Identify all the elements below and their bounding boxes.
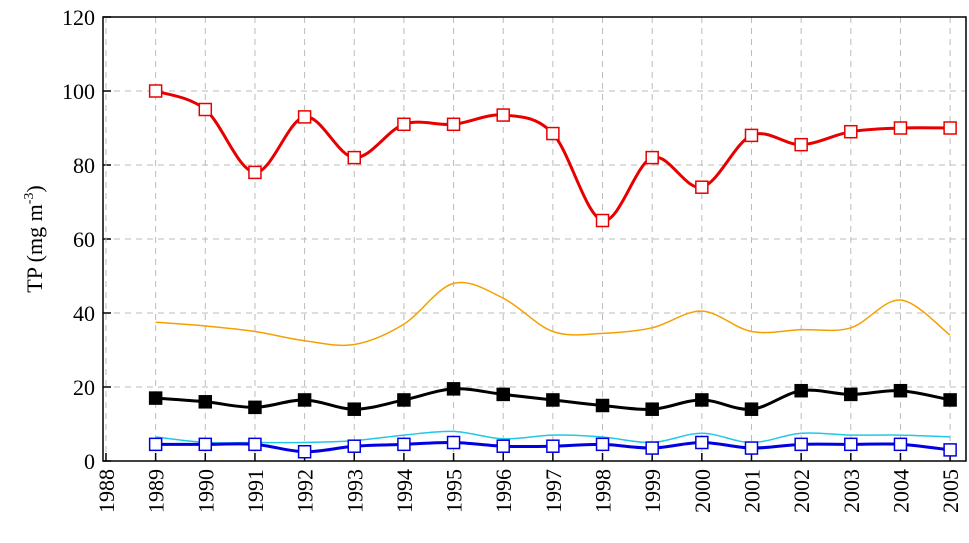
data-point	[496, 108, 510, 122]
data-point	[248, 400, 262, 415]
data-point	[595, 437, 610, 452]
data-point	[198, 395, 213, 409]
data-point	[248, 165, 262, 180]
data-point	[347, 439, 362, 453]
x-tick-label: 1998	[591, 469, 616, 513]
x-tick-label: 1988	[94, 469, 119, 513]
x-tick-label: 2001	[739, 469, 764, 513]
data-point	[248, 437, 262, 452]
data-point	[347, 150, 362, 165]
data-point	[297, 110, 312, 124]
x-tick-label: 1990	[193, 469, 218, 513]
y-tick-label: 60	[73, 227, 95, 252]
x-tick-label: 1992	[293, 469, 318, 513]
series-line	[155, 281, 951, 347]
y-tick-label: 100	[62, 79, 95, 104]
data-point	[397, 117, 411, 132]
data-point	[595, 213, 610, 228]
data-point	[347, 402, 362, 416]
data-point	[397, 393, 411, 407]
data-point	[645, 402, 659, 416]
data-point	[397, 437, 411, 452]
data-point	[148, 84, 163, 98]
y-label-superscript: -3	[22, 193, 37, 205]
data-point	[496, 387, 510, 402]
data-point	[198, 102, 213, 117]
data-point	[148, 437, 163, 452]
data-point	[645, 441, 659, 455]
series-line	[155, 430, 951, 444]
data-point	[198, 437, 213, 452]
x-tick-label: 2003	[839, 469, 864, 513]
x-tick-label: 2000	[690, 469, 715, 513]
x-tick-label: 2005	[938, 469, 963, 513]
data-point	[943, 393, 957, 407]
x-tick-label: 2004	[888, 469, 913, 513]
data-point	[744, 402, 759, 416]
data-point	[595, 398, 610, 413]
x-tick-label: 1989	[144, 469, 169, 513]
y-axis-label: TP (mg m-3)	[22, 185, 47, 292]
data-point	[297, 393, 312, 407]
data-point	[794, 137, 808, 152]
y-tick-label: 120	[62, 5, 95, 30]
data-point	[893, 437, 908, 452]
y-tick-label: 20	[73, 375, 95, 400]
data-point	[446, 435, 461, 450]
y-label-text: TP (mg m	[22, 204, 47, 292]
y-tick-label: 80	[73, 153, 95, 178]
x-tick-label: 1993	[342, 469, 367, 513]
data-point	[893, 121, 908, 135]
data-point	[496, 439, 510, 453]
data-point	[893, 383, 908, 398]
y-label-suffix: )	[22, 185, 47, 192]
data-point	[844, 437, 858, 452]
data-point	[695, 393, 709, 407]
y-tick-label: 0	[84, 449, 95, 474]
data-point	[546, 126, 560, 141]
data-point	[794, 383, 808, 398]
x-tick-label: 1995	[442, 469, 467, 513]
x-tick-label: 1999	[640, 469, 665, 513]
data-point	[943, 121, 957, 135]
data-point	[695, 435, 709, 450]
x-tick-label: 1997	[541, 469, 566, 513]
data-point	[695, 180, 709, 194]
x-tick-label: 1994	[392, 469, 417, 513]
y-tick-label: 40	[73, 301, 95, 326]
data-point	[297, 445, 312, 459]
x-tick-label: 2002	[789, 469, 814, 513]
plot-frame	[102, 16, 967, 462]
data-point	[943, 443, 957, 457]
data-point	[446, 382, 461, 396]
x-tick-label: 1996	[491, 469, 516, 513]
x-tick-label: 1991	[243, 469, 268, 513]
data-point	[794, 437, 808, 452]
data-point	[546, 393, 560, 407]
data-point	[148, 391, 163, 405]
data-point	[546, 439, 560, 453]
data-point	[844, 124, 858, 139]
data-point	[844, 387, 858, 402]
data-point	[744, 441, 759, 455]
data-point	[645, 150, 659, 165]
data-point	[446, 117, 461, 132]
data-point	[744, 128, 759, 143]
